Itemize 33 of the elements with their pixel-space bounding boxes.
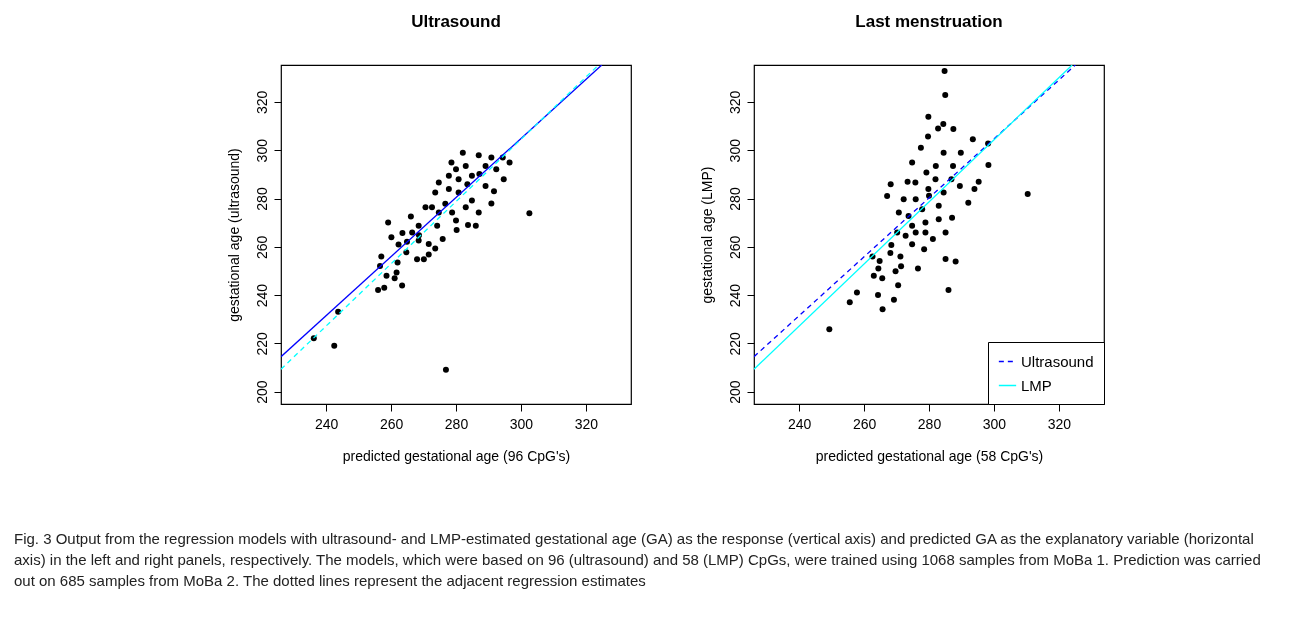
caption: Fig. 3 Output from the regression models with ultrasound- and LMP-estimated gestational age (GA) as the response (vertical axis) and predicted GA as the explanatory variable (horizontal axis) in the left and right panels, respectively. The models, which were based on 96 (ultrasound) and 58 (LMP) CpGs, were trained using 1068 samples from MoBa 1. Prediction was carried out on 685 samples from MoBa 2. The dotted lines represent the adjacent regression estimates bbox=[14, 529, 1262, 591]
y-tick-label: 260 bbox=[726, 235, 743, 259]
x-tick-label: 280 bbox=[917, 415, 942, 432]
x-tick-label: 240 bbox=[314, 415, 339, 432]
y-tick-label: 200 bbox=[726, 380, 743, 404]
x-axis-title: predicted gestational age (96 CpG's) bbox=[342, 447, 571, 464]
y-tick-label: 240 bbox=[726, 283, 743, 308]
legend-label: Ultrasound bbox=[1021, 352, 1094, 370]
y-tick-label: 200 bbox=[253, 380, 270, 404]
y-tick-label: 220 bbox=[726, 332, 743, 356]
x-axis-title: predicted gestational age (58 CpG's) bbox=[815, 447, 1044, 464]
chart-title: Last menstruation bbox=[855, 12, 1003, 31]
y-tick-label: 320 bbox=[253, 90, 270, 115]
y-tick-label: 300 bbox=[726, 138, 743, 163]
x-tick-label: 300 bbox=[509, 415, 534, 432]
x-tick-label: 300 bbox=[982, 415, 1007, 432]
y-axis-title: gestational age (LMP) bbox=[698, 166, 715, 304]
y-tick-label: 240 bbox=[253, 283, 270, 308]
chart-title: Ultrasound bbox=[411, 12, 501, 31]
y-tick-label: 220 bbox=[253, 332, 270, 356]
x-tick-label: 260 bbox=[852, 415, 877, 432]
y-tick-label: 320 bbox=[726, 90, 743, 115]
x-tick-label: 320 bbox=[574, 415, 599, 432]
y-axis-title: gestational age (ultrasound) bbox=[225, 148, 242, 322]
x-tick-label: 240 bbox=[787, 415, 812, 432]
y-tick-label: 300 bbox=[253, 138, 270, 163]
x-tick-label: 280 bbox=[444, 415, 469, 432]
legend-label: LMP bbox=[1021, 376, 1052, 394]
x-tick-label: 320 bbox=[1047, 415, 1072, 432]
y-tick-label: 280 bbox=[726, 187, 743, 211]
x-tick-label: 260 bbox=[379, 415, 404, 432]
y-tick-label: 260 bbox=[253, 235, 270, 259]
y-tick-label: 280 bbox=[253, 187, 270, 211]
